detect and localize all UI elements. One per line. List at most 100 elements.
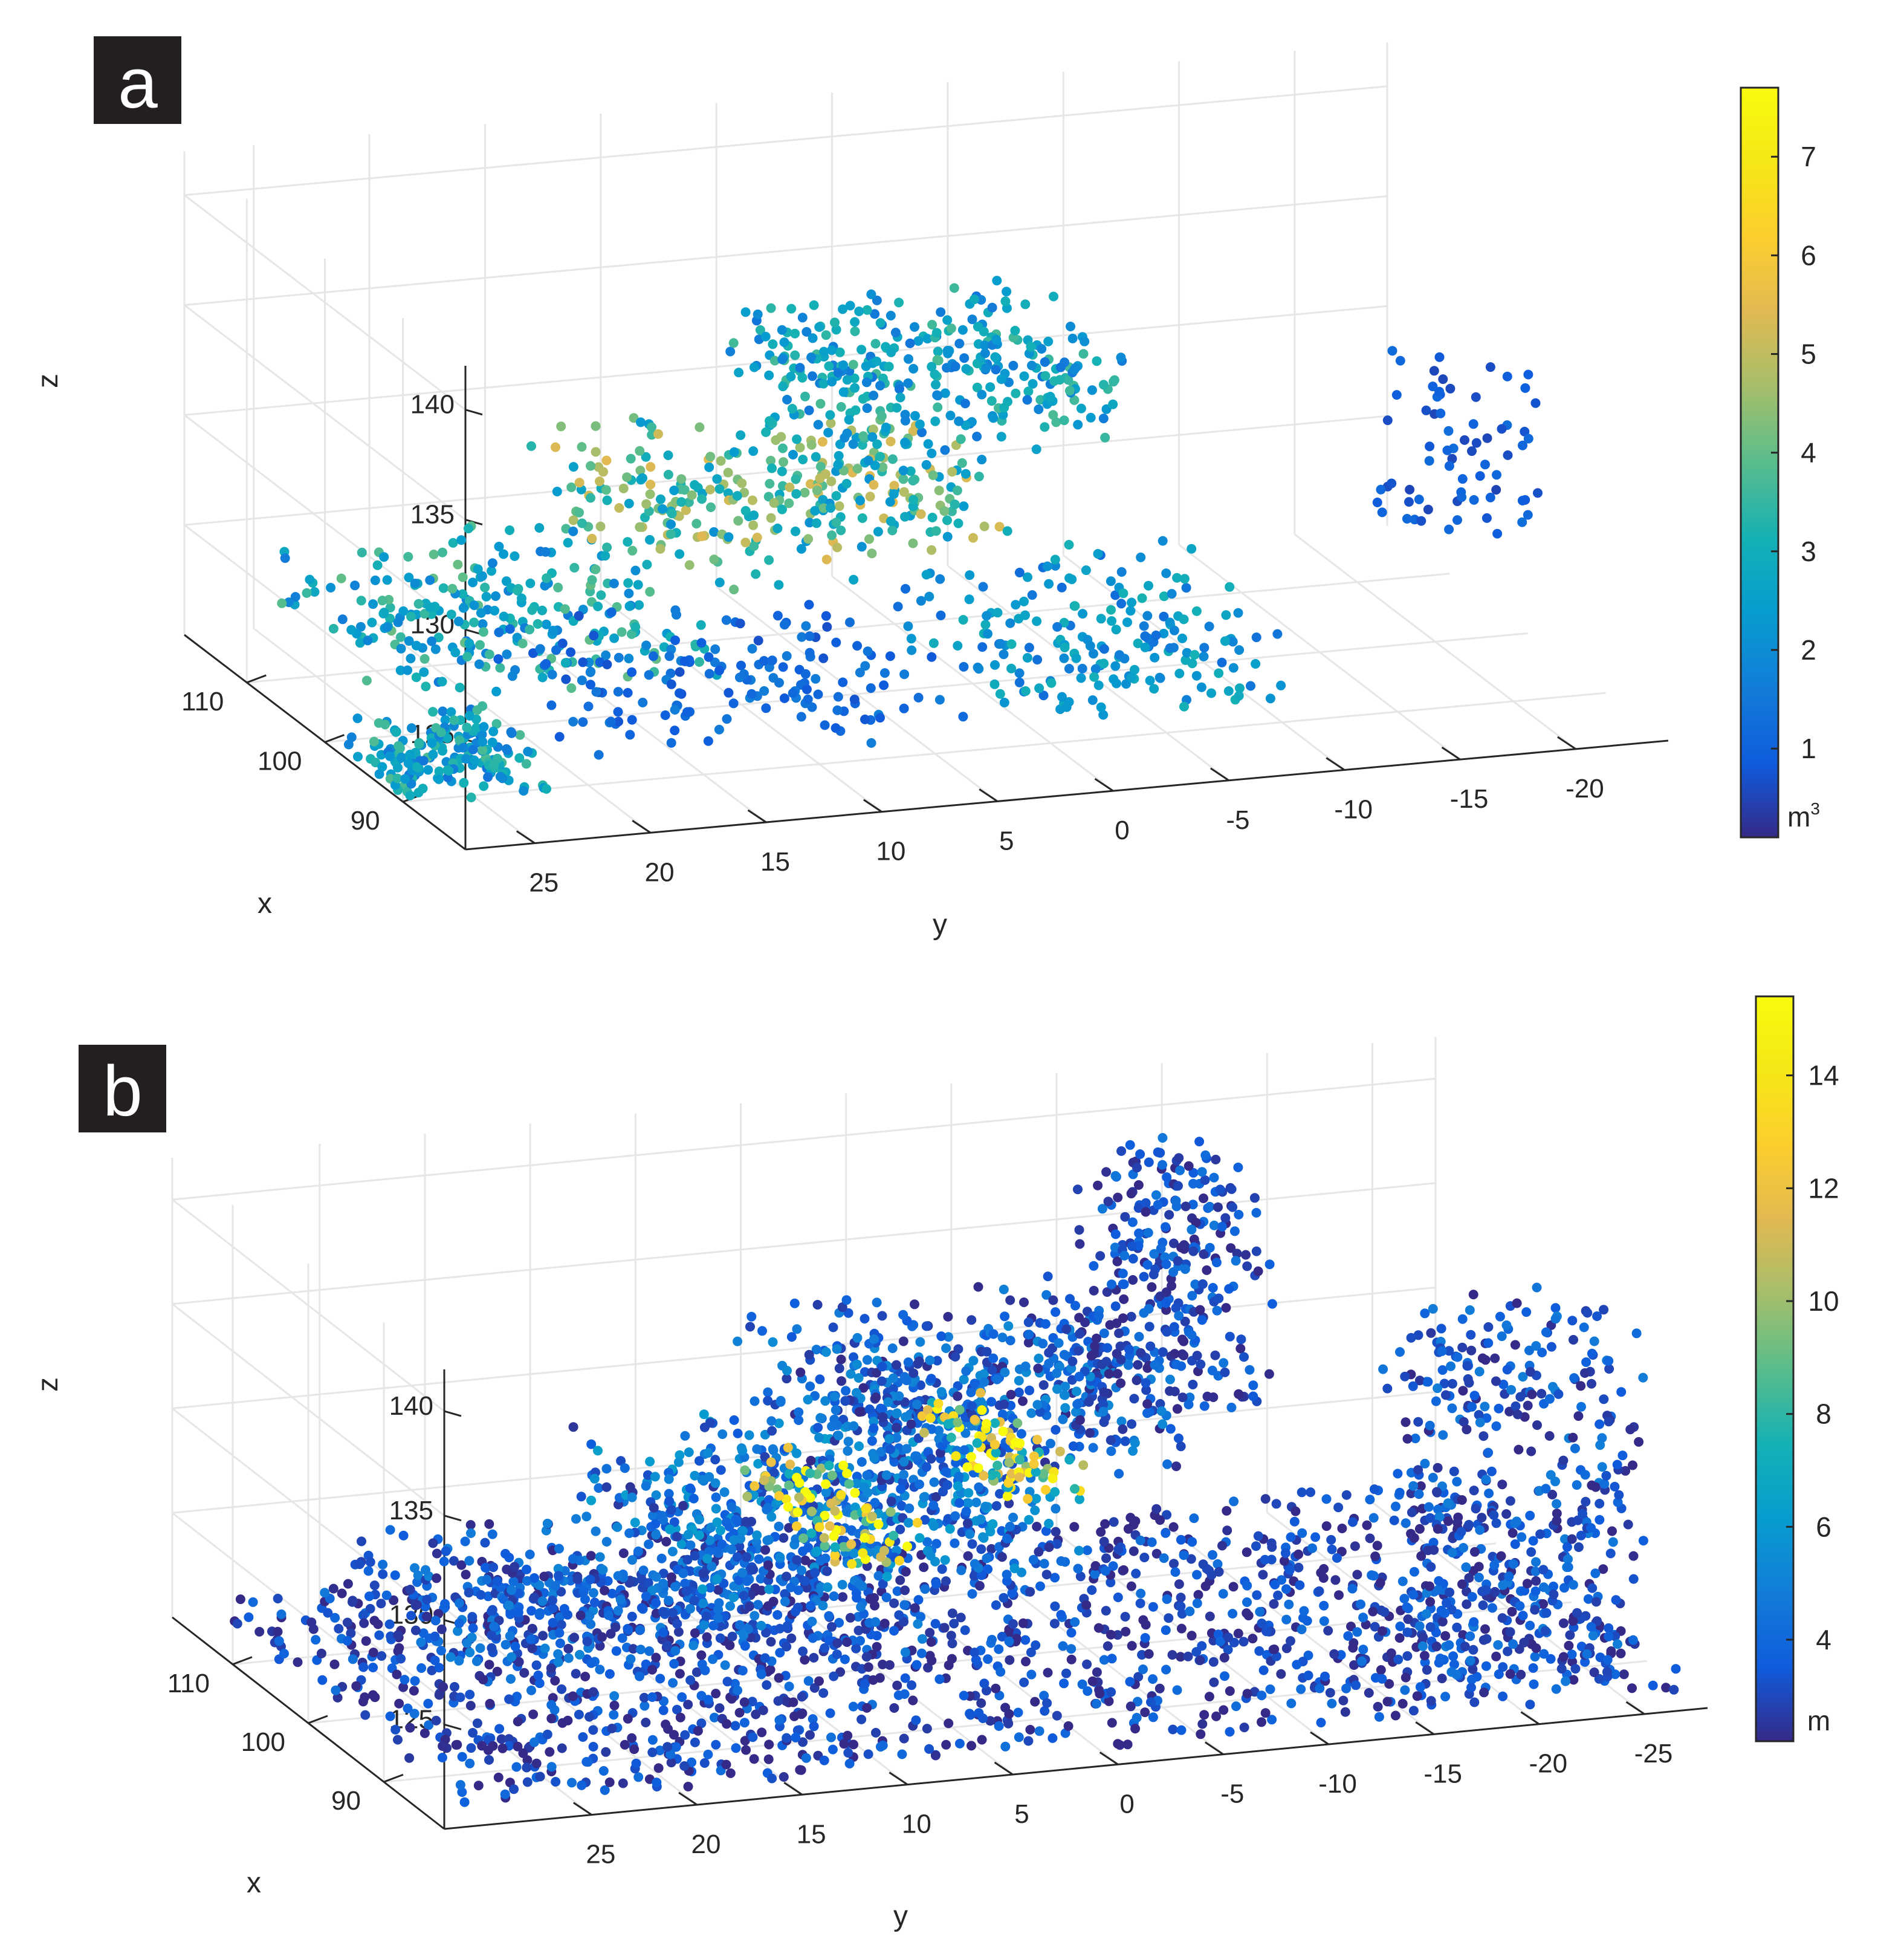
data-point (1319, 1600, 1329, 1611)
data-point (855, 1635, 865, 1646)
data-point (469, 600, 479, 611)
data-point (757, 1326, 767, 1336)
data-point (745, 1322, 755, 1332)
data-point (989, 679, 1000, 689)
data-point (1072, 1386, 1081, 1397)
data-point (661, 1536, 672, 1547)
data-point (1187, 1631, 1197, 1641)
data-point (1307, 1543, 1317, 1553)
data-point (742, 1576, 752, 1586)
data-point (831, 723, 841, 733)
data-point (1480, 459, 1490, 470)
data-point (1443, 426, 1454, 436)
data-point (809, 300, 819, 310)
data-point (1084, 1397, 1094, 1407)
data-point (737, 1446, 748, 1456)
y-tick-label: -15 (1450, 784, 1489, 814)
data-point (1092, 356, 1102, 366)
data-point (711, 1739, 721, 1750)
data-point (792, 1507, 803, 1518)
data-point (1011, 1438, 1020, 1448)
data-point (438, 583, 448, 593)
data-point (1131, 1568, 1141, 1579)
data-point (747, 1697, 757, 1707)
data-point (346, 625, 357, 635)
data-point (924, 591, 934, 602)
data-point (915, 1337, 925, 1347)
data-point (1140, 1707, 1150, 1718)
data-point (1257, 1690, 1267, 1701)
data-point (466, 1528, 476, 1538)
data-point (795, 443, 805, 453)
data-point (491, 686, 502, 696)
data-point (739, 1697, 750, 1707)
data-point (1179, 574, 1190, 584)
data-point (977, 455, 987, 465)
data-point (442, 733, 452, 743)
data-point (436, 727, 446, 738)
data-point (535, 1608, 545, 1618)
data-point (1101, 1606, 1111, 1616)
data-point (1315, 1683, 1325, 1693)
data-point (797, 1692, 807, 1702)
data-point (1006, 663, 1017, 674)
data-point (824, 361, 834, 371)
data-point (957, 458, 967, 468)
data-point (675, 549, 685, 559)
data-point (1327, 1544, 1337, 1554)
data-point (1338, 1695, 1349, 1706)
data-point (777, 354, 788, 365)
x-tick (324, 734, 345, 743)
data-point (898, 1310, 908, 1320)
data-point (705, 452, 716, 462)
data-point (329, 1659, 340, 1669)
data-point (894, 297, 904, 308)
data-point (848, 360, 858, 370)
data-point (418, 756, 429, 766)
data-point (591, 564, 601, 574)
data-point (846, 1539, 856, 1550)
data-point (969, 294, 979, 305)
data-point (398, 1530, 409, 1541)
data-point (1573, 1411, 1584, 1421)
data-point (586, 1495, 597, 1505)
data-point (731, 1743, 741, 1753)
data-point (774, 1673, 784, 1683)
data-point (1225, 582, 1235, 592)
data-point (492, 1576, 502, 1586)
data-point (323, 1608, 333, 1618)
data-point (602, 542, 612, 553)
data-point (729, 447, 739, 457)
data-point (840, 1396, 850, 1406)
data-point (1116, 352, 1126, 363)
data-point (1177, 633, 1187, 643)
data-point (1333, 1502, 1344, 1513)
data-point (542, 1518, 552, 1528)
data-point (899, 669, 910, 680)
data-point (878, 1579, 888, 1589)
data-point (461, 754, 471, 764)
data-point (774, 1491, 785, 1501)
data-point (1340, 1707, 1350, 1717)
data-point (1225, 1686, 1235, 1696)
data-point (1267, 1715, 1277, 1725)
data-point (1100, 1519, 1110, 1529)
data-point (567, 1778, 577, 1788)
data-point (761, 1628, 771, 1638)
data-point (1569, 1335, 1578, 1345)
data-point (640, 1701, 650, 1711)
data-point (1099, 658, 1109, 669)
data-point (832, 1638, 843, 1648)
data-point (997, 1526, 1007, 1536)
data-point (940, 388, 950, 398)
data-point (658, 1705, 669, 1715)
data-point (869, 391, 879, 401)
data-point (1568, 1616, 1578, 1626)
data-point (704, 652, 714, 662)
y-tick-label: 20 (645, 857, 675, 887)
data-point (934, 695, 945, 705)
data-point (928, 638, 939, 648)
ticks-a: 140135130125110100902520151050-5-10-15-2… (181, 366, 1669, 898)
data-point (832, 542, 842, 553)
